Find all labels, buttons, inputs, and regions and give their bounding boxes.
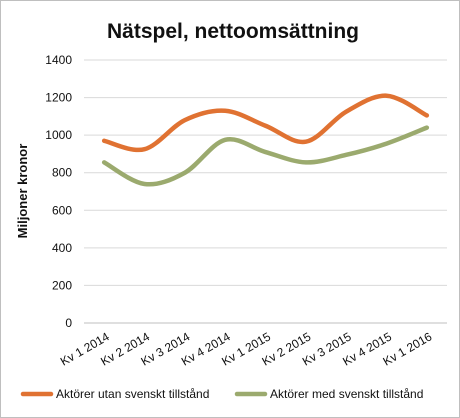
chart-title: Nätspel, nettoomsättning	[107, 20, 359, 43]
legend-label-1: Aktörer utan svenskt tillstånd	[56, 387, 209, 401]
y-tick-label: 1200	[45, 91, 72, 105]
gridlines	[84, 59, 447, 324]
y-tick-label: 1400	[45, 53, 72, 67]
series-lines	[101, 93, 430, 187]
y-tick-label: 800	[52, 166, 72, 180]
series-line-2	[101, 125, 430, 187]
legend: Aktörer utan svenskt tillstånd Aktörer me…	[20, 387, 423, 401]
y-axis-ticks: 0 200 400 600 800 1000 1200 1400	[45, 53, 72, 330]
y-tick-label: 0	[65, 316, 72, 330]
y-axis-title: Miljoner kronor	[15, 144, 30, 239]
series-line-1	[101, 93, 430, 153]
y-tick-label: 600	[52, 203, 72, 217]
y-tick-label: 1000	[45, 128, 72, 142]
y-tick-label: 200	[52, 278, 72, 292]
legend-label-2: Aktörer med svenskt tillstånd	[270, 387, 423, 401]
y-tick-label: 400	[52, 241, 72, 255]
